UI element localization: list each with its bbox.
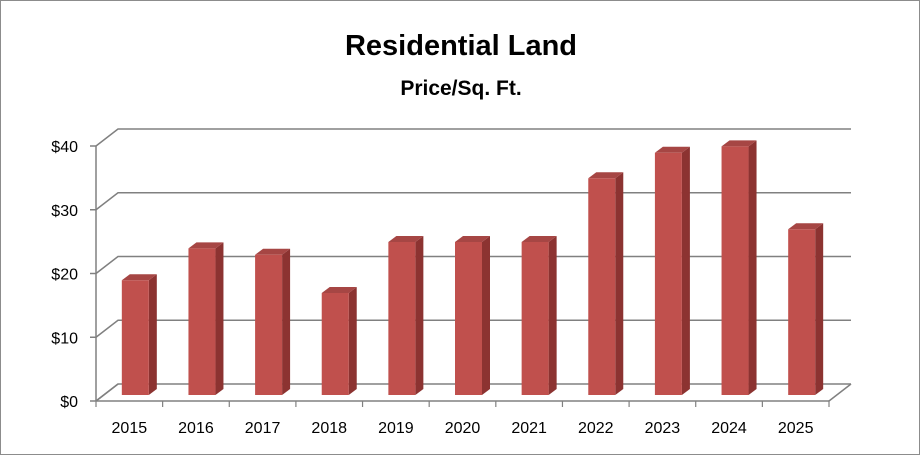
bar-top [788,223,824,230]
bar-side [681,146,690,395]
bar-front [321,293,349,395]
bar-front [521,242,549,395]
bar-2016 [188,242,224,395]
x-tick-label: 2021 [511,420,547,437]
bar-2025 [788,223,824,395]
bar-top [521,236,557,242]
bar-side [548,236,557,395]
x-tick-label: 2018 [311,420,347,437]
y-tick-label: $0 [60,394,78,411]
bar-top [455,236,490,242]
bar-side [815,223,824,395]
bar-side [482,236,490,395]
bar-front [255,254,283,395]
x-axis-ticks: 2015 2016 2017 2018 2019 2020 2021 2022 2023 2024… [112,420,814,437]
x-tick-label: 2025 [778,420,814,437]
bar-front [388,242,416,395]
bar-front [788,229,816,395]
x-tick-label: 2024 [711,420,747,437]
bar-front [188,248,216,395]
gridline [95,128,851,147]
bar-side [282,248,291,395]
bar-side [615,172,624,395]
bar-front [455,242,482,395]
y-tick-label: $10 [51,330,78,347]
x-tick-label: 2019 [378,420,414,437]
bar-2018 [321,287,357,395]
bar-2021 [521,236,557,395]
y-tick-label: $20 [51,267,78,284]
y-tick-label: $40 [51,139,78,156]
bar-side [348,287,357,395]
bar-side [748,140,757,395]
bar-2023 [654,146,690,395]
chart-title: Residential Land [345,30,577,62]
bar-2019 [388,236,424,395]
y-tick-label: $30 [51,203,78,220]
x-tick-label: 2022 [578,420,614,437]
bar-2020 [455,236,490,395]
bar-2017 [255,248,291,395]
bar-top [721,140,757,147]
bar-side [148,274,157,395]
x-tick-label: 2016 [178,420,214,437]
bar-2024 [721,140,757,395]
floor-right-edge [828,383,852,402]
bar-top [255,248,291,255]
gridlines [90,128,852,407]
bar-top [188,242,224,249]
bar-top [588,172,624,179]
bar-top [654,146,690,153]
bar-top [121,274,157,281]
bar-front [654,152,682,395]
bar-2015 [121,274,157,395]
bar-side [215,242,224,395]
x-tick-label: 2020 [445,420,481,437]
bar-top [388,236,424,242]
bar-2022 [588,172,624,395]
bars [121,140,824,395]
y-axis-ticks: $0 $10 $20 $30 $40 [51,139,78,411]
x-tick-label: 2015 [112,420,148,437]
bar-front [121,280,149,395]
chart-subtitle: Price/Sq. Ft. [400,77,521,100]
x-tick-label: 2023 [645,420,681,437]
bar-top [321,287,357,293]
x-tick-label: 2017 [245,420,281,437]
bar-front [721,146,749,395]
bar-front [588,178,616,395]
bar-side [415,236,424,395]
